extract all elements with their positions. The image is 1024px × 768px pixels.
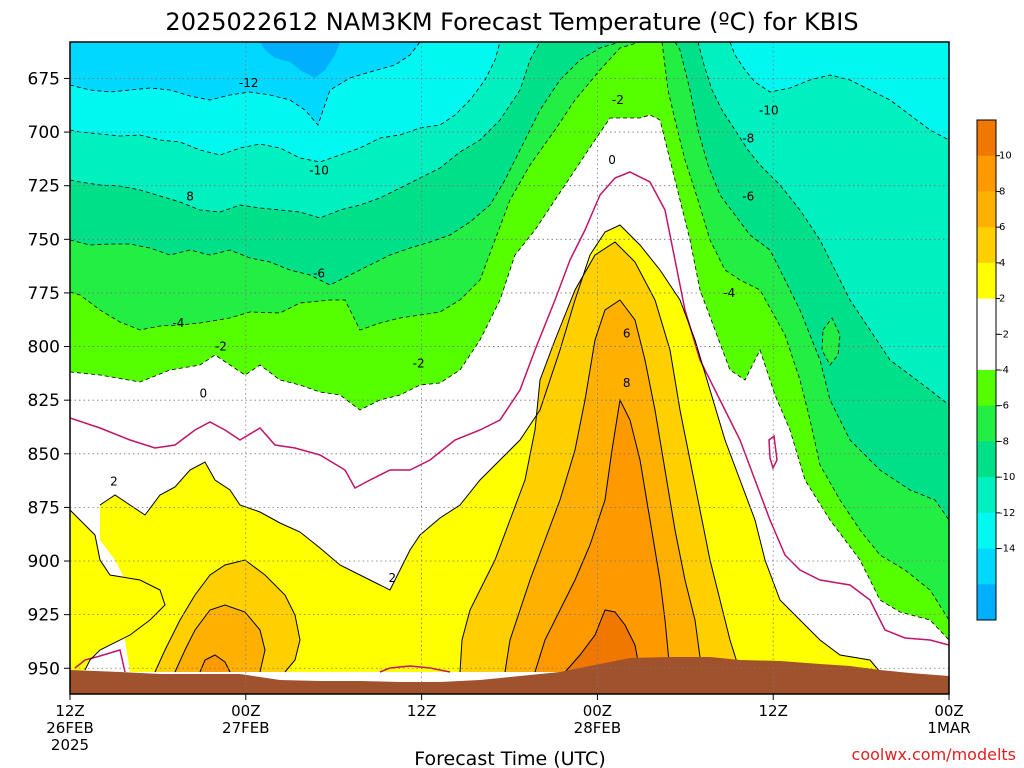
band-plus-6-left: [175, 605, 265, 672]
contour-label: 0: [608, 153, 616, 167]
colorbar-segment: [977, 370, 996, 407]
y-tick-label: 950: [28, 659, 60, 679]
y-tick-label: 850: [28, 445, 60, 465]
y-axis: 675 700 725 750 775 800 825 850 875 900 925 950: [28, 69, 70, 679]
y-tick-label: 725: [28, 177, 60, 197]
colorbar-segment: [977, 441, 996, 478]
contour-label: 8: [623, 376, 631, 390]
chart-title: 2025022612 NAM3KM Forecast Temperature (…: [165, 8, 858, 36]
colorbar-label: -2: [999, 329, 1009, 340]
zero-contour: [70, 171, 949, 673]
y-tick-label: 775: [28, 284, 60, 304]
contour-label: -2: [612, 93, 624, 107]
colorbar-segment: [977, 477, 996, 514]
contour-label: -4: [172, 316, 184, 330]
colorbar-segment: [977, 334, 996, 371]
contour-label: 6: [623, 327, 631, 341]
colorbar-label: 4: [999, 258, 1005, 269]
contour-label: -6: [313, 267, 325, 281]
colorbar-segment: [977, 262, 996, 300]
colorbar-segment: [977, 191, 996, 228]
x-tick-label: 00Z: [583, 702, 612, 720]
contour-labels: -12 -10 8 -6 -4 -2 0 2 -2 2 -2 0 6 8 -10 -8 -6 -4: [110, 76, 778, 585]
x-tick-label: 00Z: [231, 702, 260, 720]
y-tick-label: 875: [28, 498, 60, 518]
band-plus-2: [70, 510, 165, 672]
gridlines: [70, 42, 949, 694]
colorbar-segment: [977, 298, 996, 335]
x-tick-label: 2025: [51, 736, 89, 754]
plot-area: [70, 42, 949, 694]
colorbar-segment: [977, 548, 996, 585]
y-tick-label: 825: [28, 391, 60, 411]
contour-label: -2: [215, 340, 227, 354]
x-tick-label: 27FEB: [222, 719, 269, 737]
colorbar-label: -12: [999, 508, 1015, 519]
colorbar-label: -4: [999, 365, 1009, 376]
x-tick-label: 00Z: [934, 702, 963, 720]
band-minus-6-blob: [822, 318, 840, 365]
colorbar-label: -14: [999, 544, 1015, 555]
colorbar-segment: [977, 155, 996, 192]
y-tick-label: 800: [28, 338, 60, 358]
contour-label: 2: [388, 571, 396, 585]
colorbar-label: 8: [999, 186, 1005, 197]
terrain: [70, 657, 949, 694]
x-axis-label: Forecast Time (UTC): [414, 748, 605, 768]
x-tick-label: 12Z: [759, 702, 788, 720]
colorbar-label: 2: [999, 294, 1005, 305]
x-tick-label: 26FEB: [46, 719, 93, 737]
band-minus-16: [260, 42, 340, 78]
contour-label: -12: [239, 76, 259, 90]
colorbar-label: 6: [999, 222, 1005, 233]
contour-label: -2: [413, 357, 425, 371]
colorbar-label: 10: [999, 151, 1012, 162]
positive-contours: [70, 224, 881, 673]
colorbar-label: -10: [999, 472, 1015, 483]
contour-label: 8: [186, 189, 194, 203]
credit-text[interactable]: coolwx.com/modelts: [852, 745, 1016, 764]
y-tick-label: 675: [28, 69, 60, 89]
colorbar-segment: [977, 405, 996, 442]
colorbar: 10 8 6 4 2 -2 -4 -6 -8 -10 -12 -14: [976, 119, 1015, 621]
contour-label: -10: [309, 164, 329, 178]
colorbar-segment: [977, 227, 996, 264]
colorbar-label: -8: [999, 436, 1009, 447]
contour-label: -6: [742, 189, 754, 203]
contour-label: 0: [199, 387, 207, 401]
x-tick-label: 1MAR: [927, 719, 970, 737]
x-tick-label: 28FEB: [574, 719, 621, 737]
contour-label: -4: [723, 286, 735, 300]
contour-label: -8: [742, 132, 754, 146]
colorbar-label: -6: [999, 401, 1009, 412]
x-tick-label: 12Z: [407, 702, 436, 720]
x-tick-label: 12Z: [55, 702, 84, 720]
band-plus-8-center: [535, 400, 670, 672]
y-tick-label: 925: [28, 606, 60, 626]
y-tick-label: 700: [28, 123, 60, 143]
colorbar-segment: [977, 584, 996, 621]
band-plus-10-center: [565, 610, 640, 672]
band-minus-14: [70, 42, 420, 125]
colorbar-segment: [977, 120, 996, 157]
contour-label: -10: [759, 104, 779, 118]
plot-frame: [69, 41, 950, 695]
colorbar-segment: [977, 512, 996, 550]
y-tick-label: 750: [28, 230, 60, 250]
y-tick-label: 900: [28, 552, 60, 572]
contour-label: 2: [110, 475, 118, 489]
negative-contours: [70, 42, 949, 641]
